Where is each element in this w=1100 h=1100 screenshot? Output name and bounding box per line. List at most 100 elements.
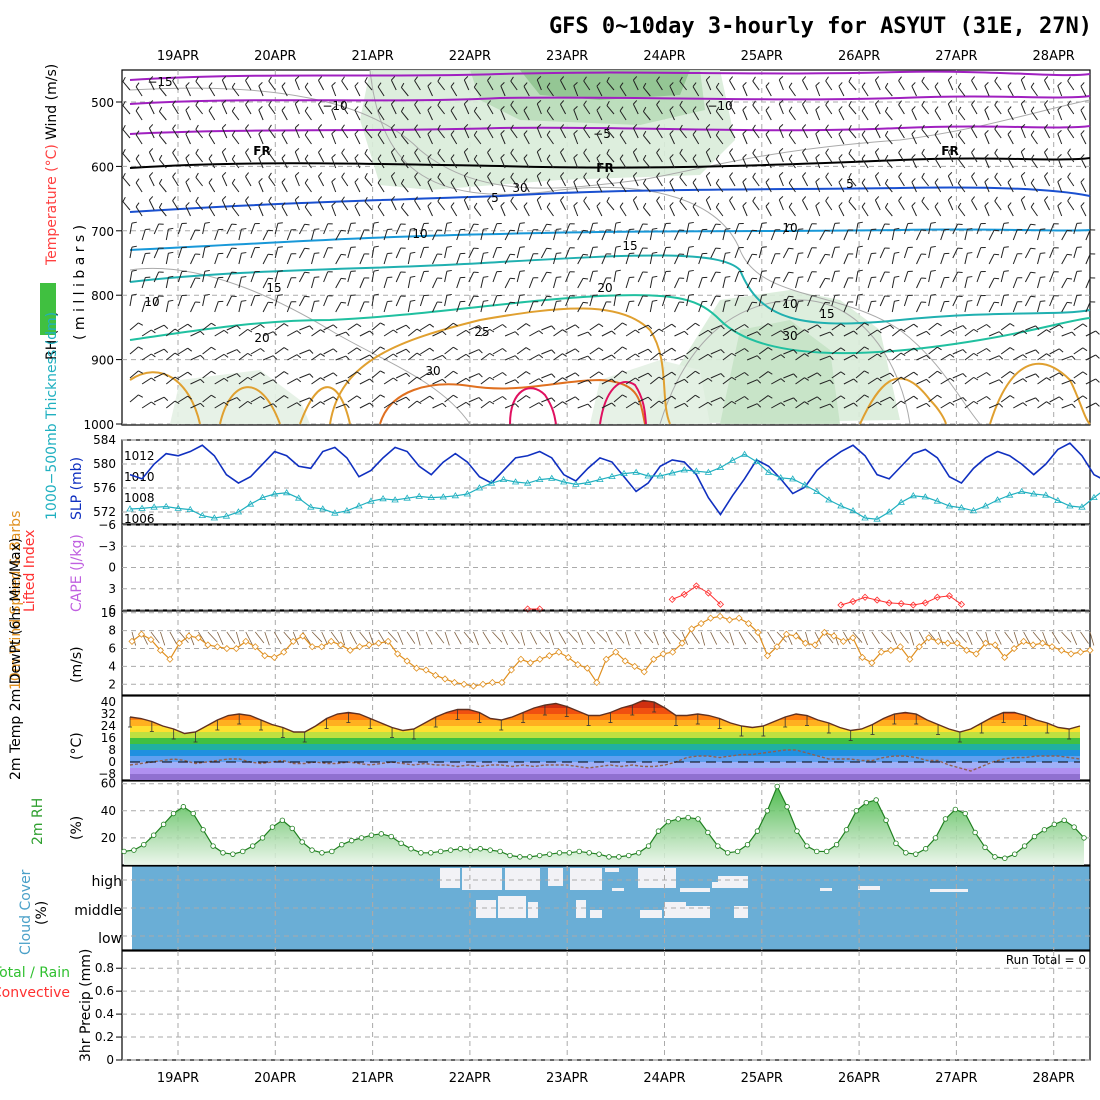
wind-barb-flag <box>815 81 820 87</box>
wind-barb-flag <box>864 394 870 398</box>
li-tick-label: 6 <box>108 603 116 617</box>
wind-barb-flag <box>848 76 852 82</box>
wind-barb-flag <box>1003 270 1009 272</box>
wind-barb <box>596 157 603 169</box>
wind-barb <box>637 324 649 331</box>
wind-barb <box>825 104 833 115</box>
wind-barb <box>1049 348 1060 355</box>
wind-barb <box>1085 277 1091 289</box>
wind-barb <box>553 301 557 313</box>
wind-barb <box>964 352 974 361</box>
wind-barb <box>782 296 790 307</box>
wind-barb <box>674 354 685 361</box>
ylabel-cloud-units: (%) <box>34 901 50 925</box>
cloud-cell <box>686 906 710 918</box>
wind-barb-flag <box>1022 378 1028 383</box>
wind-barb-flag <box>525 395 531 399</box>
wind-barb-flag <box>1080 178 1085 183</box>
bottom-date-axis: 19APR 20APR 21APR 22APR 23APR 24APR 25APR 26APR… <box>157 1071 1075 1086</box>
wind-barb <box>1024 248 1032 259</box>
wind-barb <box>573 181 579 193</box>
wind-barb-flag <box>560 124 565 129</box>
wind-barb-flag <box>546 106 551 112</box>
wind-barb <box>516 371 527 379</box>
wind-barb <box>214 277 219 289</box>
wind-barb <box>940 353 951 361</box>
wind-barb <box>286 229 292 241</box>
wind-speed-point <box>232 644 240 653</box>
wind-speed-point <box>166 655 174 663</box>
wind-barb-flag <box>875 196 880 201</box>
wind-barb <box>770 253 776 265</box>
wind-barb-flag <box>921 148 925 154</box>
wind-barb-flag <box>671 371 677 376</box>
thickness-point <box>813 487 821 494</box>
wind-speed-point <box>725 616 734 624</box>
wind-barb-flag <box>523 106 528 111</box>
wind-barb-flag <box>463 196 469 201</box>
wind-barb-flag <box>633 124 638 129</box>
wind-barb <box>771 354 782 361</box>
wind-barb <box>407 301 411 313</box>
wind-tick-label: 10 <box>101 606 116 620</box>
wind-barb <box>536 199 542 211</box>
wind-barb-flag <box>1046 329 1051 333</box>
wind-barb-flag <box>442 330 447 336</box>
wind-speed-point <box>678 639 686 647</box>
wind-barb <box>1025 373 1036 379</box>
wind-barb-flag <box>765 202 770 207</box>
wind-barb <box>347 323 358 331</box>
wind-barb-flag <box>174 352 180 356</box>
wind-barb-flag <box>911 106 916 111</box>
wind-barb <box>758 247 763 259</box>
wind-barb <box>510 128 518 139</box>
wind-barb <box>1067 152 1075 163</box>
wind-barb <box>1073 295 1078 307</box>
wind-barb-flag <box>804 377 809 381</box>
wind-barb <box>390 151 397 163</box>
wind-barb-flag <box>921 76 925 82</box>
wind-barb-flag <box>926 378 931 384</box>
wind-barb <box>294 103 300 115</box>
wind-barb <box>414 152 421 163</box>
lifted-index-point <box>933 593 941 601</box>
wind-barb <box>406 631 416 644</box>
wind-barb <box>208 110 216 121</box>
wind-barb-flag <box>587 331 592 337</box>
wind-barb-flag <box>1046 377 1051 381</box>
wind-barb <box>952 325 964 331</box>
wind-barb-flag <box>551 373 556 378</box>
wind-barb <box>480 253 484 265</box>
wind-barb <box>686 394 696 403</box>
wind-barb <box>976 324 987 331</box>
wind-barb-flag <box>642 202 647 208</box>
wind-speed-point <box>242 637 250 645</box>
wind-barb-flag <box>633 148 638 153</box>
wind-barb-flag <box>756 379 762 384</box>
wind-barb-flag <box>1071 331 1076 337</box>
wind-barb <box>613 346 623 355</box>
wind-barb <box>890 631 898 645</box>
li-tick-label: 0 <box>108 561 116 575</box>
wind-barb-flag <box>967 228 973 230</box>
ylabel-temp2m: 2m Temp 2m DewPt (6hr Min/Max) <box>8 538 24 780</box>
wind-barb <box>734 348 745 355</box>
contour-label: 15 <box>266 281 281 295</box>
wind-barb-flag <box>1044 76 1049 81</box>
wind-barb-flag <box>546 202 551 208</box>
wind-barb <box>468 223 475 235</box>
wind-barb <box>165 376 176 385</box>
thickness-point <box>307 503 315 510</box>
wind-barb <box>642 111 651 121</box>
wind-barb-flag <box>752 301 758 304</box>
wind-barb <box>435 631 445 644</box>
wind-barb-flag <box>707 401 713 406</box>
rh-point <box>438 848 444 855</box>
wind-barb <box>807 271 813 283</box>
thickness-point <box>162 502 170 509</box>
wind-barb <box>450 158 458 169</box>
wind-barb <box>395 396 407 403</box>
wind-barb <box>1061 355 1073 361</box>
wind-barb <box>686 322 696 331</box>
wind-barb <box>390 199 397 211</box>
